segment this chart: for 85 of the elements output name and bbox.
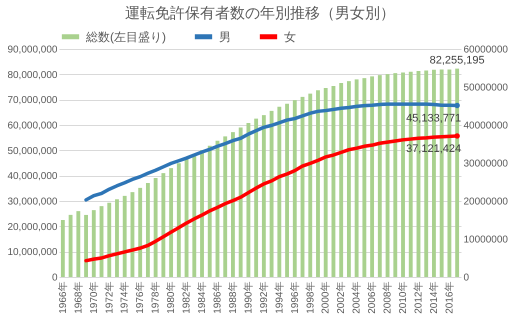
bar bbox=[200, 150, 204, 277]
y-tick-label: 20,000,000 bbox=[7, 222, 58, 233]
x-tick-label: 1966年 bbox=[56, 282, 69, 314]
y-tick-label: 30,000,000 bbox=[7, 196, 58, 208]
bar bbox=[401, 72, 405, 277]
x-tick-label: 1996年 bbox=[288, 282, 301, 314]
bar bbox=[277, 106, 282, 277]
x-tick-label: 2014年 bbox=[428, 282, 440, 314]
y2-tick-label: 0 bbox=[464, 272, 470, 284]
bar bbox=[231, 132, 235, 277]
y2-tick-label: 60000000 bbox=[464, 44, 508, 56]
bar bbox=[254, 118, 258, 277]
x-tick-label: 2008年 bbox=[382, 282, 394, 314]
bar bbox=[332, 86, 336, 277]
y-tick-label: 90,000,000 bbox=[7, 44, 58, 56]
bar bbox=[138, 188, 142, 277]
bar bbox=[76, 211, 80, 277]
bar bbox=[146, 183, 150, 277]
x-tick-label: 1974年 bbox=[118, 282, 131, 314]
y2-tick-label: 10000000 bbox=[464, 234, 508, 246]
bar bbox=[386, 74, 390, 277]
y-tick-label: 0 bbox=[52, 272, 58, 284]
y-tick-label: 70,000,000 bbox=[7, 95, 58, 106]
bar bbox=[169, 168, 174, 277]
bar bbox=[176, 163, 181, 277]
data-label: 82,255,195 bbox=[430, 54, 485, 67]
legend-label: 男 bbox=[219, 30, 231, 44]
legend-label: 女 bbox=[284, 30, 296, 44]
y2-tick-label: 30000000 bbox=[464, 158, 508, 170]
y-tick-label: 60,000,000 bbox=[7, 120, 58, 132]
x-tick-label: 2000年 bbox=[320, 282, 332, 314]
y2-tick-label: 20000000 bbox=[464, 196, 508, 208]
x-tick-label: 1970年 bbox=[88, 282, 100, 314]
y-tick-label: 50,000,000 bbox=[7, 146, 58, 157]
y-tick-label: 80,000,000 bbox=[7, 70, 58, 81]
x-tick-label: 2004年 bbox=[350, 282, 363, 314]
x-tick-label: 2006年 bbox=[366, 282, 378, 314]
x-tick-label: 1968年 bbox=[72, 282, 84, 314]
x-tick-label: 1980年 bbox=[165, 282, 178, 314]
bar bbox=[100, 206, 104, 277]
x-tick-label: 1988年 bbox=[226, 282, 239, 314]
x-tick-label: 1986年 bbox=[211, 282, 224, 314]
bar bbox=[154, 178, 158, 277]
bar bbox=[68, 214, 73, 277]
bar bbox=[316, 90, 320, 277]
bar bbox=[362, 78, 366, 277]
bar bbox=[115, 199, 119, 277]
x-tick-label: 1994年 bbox=[273, 282, 286, 314]
bar bbox=[378, 75, 382, 277]
bar bbox=[339, 82, 344, 277]
bar bbox=[270, 110, 274, 277]
x-tick-label: 1998年 bbox=[304, 282, 316, 314]
x-tick-label: 1972年 bbox=[103, 282, 116, 314]
x-tick-label: 1990年 bbox=[242, 282, 254, 314]
x-tick-label: 1978年 bbox=[150, 282, 162, 314]
bar bbox=[354, 79, 359, 277]
bar bbox=[262, 115, 266, 277]
x-tick-label: 2012年 bbox=[412, 282, 424, 314]
y-tick-label: 40,000,000 bbox=[7, 171, 58, 182]
bar bbox=[84, 214, 88, 277]
x-tick-label: 1992年 bbox=[258, 282, 270, 314]
bar bbox=[246, 122, 250, 277]
bar bbox=[161, 173, 166, 277]
data-label: 45,133,771 bbox=[406, 112, 462, 124]
bar bbox=[130, 192, 134, 277]
x-tick-label: 1976年 bbox=[134, 282, 146, 314]
x-tick-label: 1984年 bbox=[196, 282, 208, 314]
data-label: 37,121,424 bbox=[406, 142, 462, 155]
bar bbox=[60, 220, 65, 277]
y-tick-label: 10,000,000 bbox=[7, 247, 58, 258]
bar bbox=[346, 81, 351, 277]
bar bbox=[370, 76, 374, 277]
x-tick-label: 2016年 bbox=[443, 282, 456, 314]
bar bbox=[216, 140, 220, 277]
x-tick-label: 1982年 bbox=[180, 282, 193, 314]
bar bbox=[300, 96, 304, 277]
x-tick-label: 2002年 bbox=[335, 282, 348, 314]
bar bbox=[184, 158, 188, 277]
y2-tick-label: 50000000 bbox=[464, 82, 508, 94]
bar bbox=[238, 128, 243, 277]
chart-title: 運転免許保有者数の年別推移（男女別） bbox=[125, 5, 395, 22]
x-tick-label: 2010年 bbox=[397, 282, 410, 314]
bar bbox=[285, 104, 289, 277]
legend-label: 総数(左目盛り) bbox=[85, 30, 166, 44]
y2-tick-label: 40000000 bbox=[464, 120, 508, 132]
